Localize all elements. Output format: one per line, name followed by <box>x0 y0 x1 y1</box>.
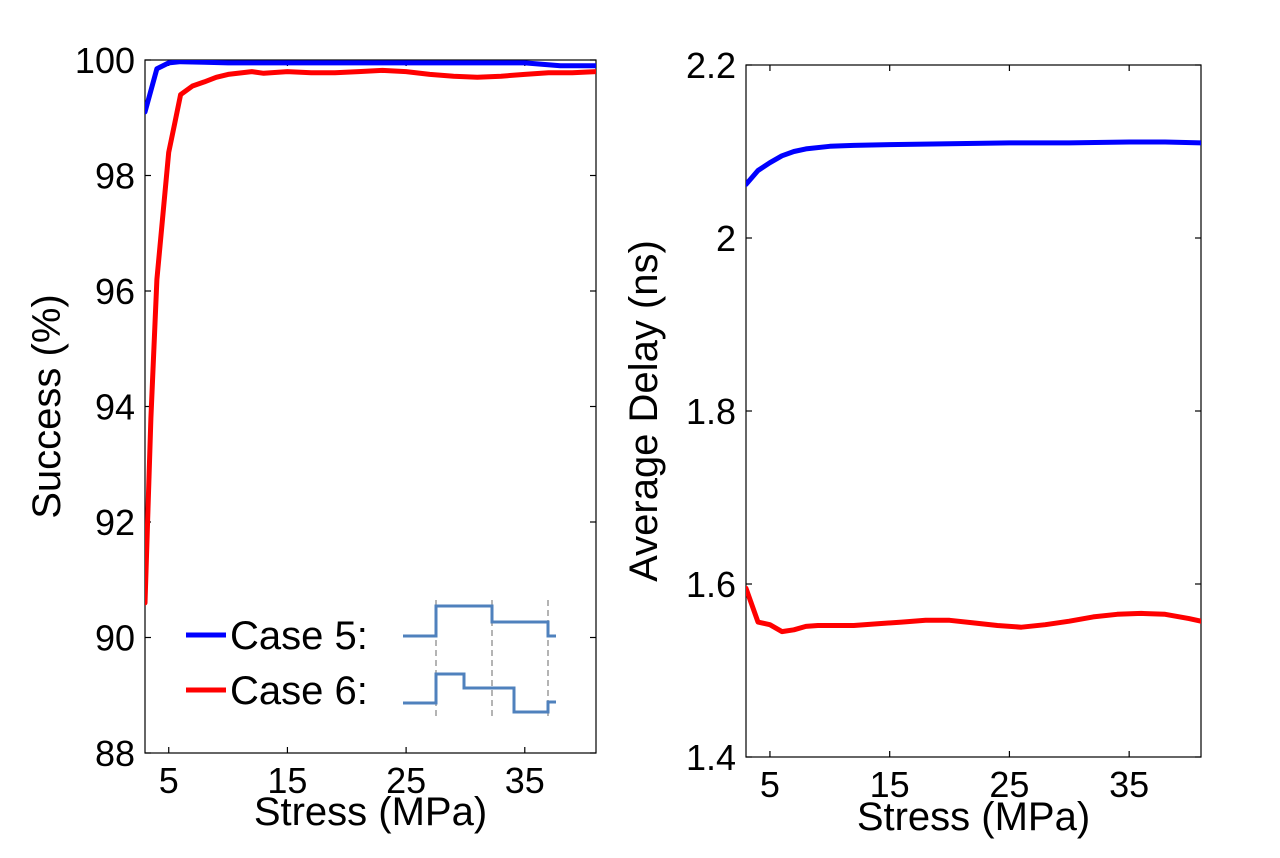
delay-x-tick-label: 35 <box>1109 764 1149 805</box>
success-axes-frame <box>144 59 597 754</box>
success-y-axis-label: Success (%) <box>25 294 69 519</box>
success-y-tick-label: 92 <box>95 502 135 543</box>
delay-y-tick-label: 1.4 <box>686 737 736 778</box>
success-x-tick-label: 25 <box>386 760 426 801</box>
success-y-tick-label: 88 <box>95 733 135 774</box>
case-6-waveform-icon <box>403 672 556 714</box>
success-x-tick-label: 5 <box>159 760 179 801</box>
delay-x-tick-label: 25 <box>989 764 1029 805</box>
delay-y-tick-label: 2 <box>716 218 736 259</box>
success-x-tick-label: 35 <box>505 760 545 801</box>
delay-y-axis-label: Average Delay (ns) <box>622 240 666 582</box>
delay-series-case-5-line <box>746 139 1201 187</box>
legend-label-case-6: Case 6: <box>230 669 368 713</box>
success-x-tick-label: 15 <box>267 760 307 801</box>
chart-success: 5 15 25 35 88 90 92 94 96 98 100 Stress (MPa) Succes… <box>25 40 597 834</box>
delay-series-case-6-line <box>746 585 1201 635</box>
delay-x-tick-label: 5 <box>760 764 780 805</box>
success-y-tick-label: 96 <box>95 271 135 312</box>
success-x-axis-label: Stress (MPa) <box>254 790 487 834</box>
success-y-tick-label: 100 <box>75 40 135 81</box>
legend-waveform-icons <box>403 600 556 718</box>
legend-label-case-5: Case 5: <box>230 614 368 658</box>
case-5-waveform-icon <box>403 604 556 638</box>
success-y-tick-label: 98 <box>95 156 135 197</box>
delay-axes-frame <box>745 64 1202 758</box>
success-y-tick-label: 94 <box>95 387 135 428</box>
delay-x-axis-label: Stress (MPa) <box>857 795 1090 839</box>
delay-y-tick-label: 2.2 <box>686 45 736 86</box>
chart-average-delay: 5 15 25 35 1.4 1.6 1.8 2 2.2 Stress (MPa) Average … <box>622 45 1202 839</box>
success-series-case-5-line <box>145 60 596 115</box>
delay-x-tick-label: 15 <box>870 764 910 805</box>
success-y-tick-label: 90 <box>95 618 135 659</box>
success-series-case-6-line <box>145 67 596 606</box>
legend: Case 5: Case 6: <box>186 600 556 718</box>
delay-y-tick-label: 1.6 <box>686 564 736 605</box>
delay-y-tick-label: 1.8 <box>686 391 736 432</box>
